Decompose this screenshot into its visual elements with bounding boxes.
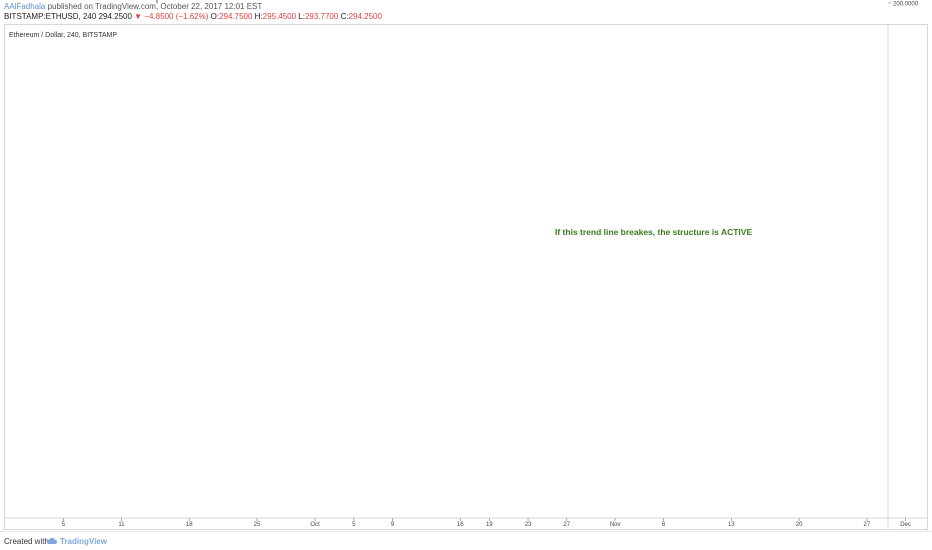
tradingview-cloud-icon [46,537,57,544]
x-tick-label: 9 [391,522,395,528]
low-label: L: [298,12,305,21]
x-tick-label: 5 [62,522,66,528]
down-arrow-icon: ▼ [134,12,143,21]
open-value: 294.7500 [219,12,253,21]
tradingview-brand[interactable]: TradingView [60,537,107,546]
x-tick-label: 5 [352,522,356,528]
high-label: H: [254,12,263,21]
x-tick-label: 20 [796,522,803,528]
open-label: O: [210,12,220,21]
high-value: 295.4500 [262,12,297,21]
x-tick-label: Oct [310,522,320,528]
publish-info: published on TradingView.com, October 22… [47,2,263,11]
footer-bar: Created with TradingView [0,531,932,550]
x-tick-label: 13 [728,522,735,528]
low-value: 293.7700 [304,12,339,21]
x-tick-label: 16 [457,522,464,528]
trend-line-note: If this trend line breakes, the structur… [555,227,752,237]
chart-frame [4,24,928,530]
x-tick-label: 27 [563,522,570,528]
created-with-label: Created with [4,537,49,546]
publish-header: AAlFadhala published on TradingView.com,… [4,2,262,12]
x-tick-label: 6 [662,522,666,528]
last-price: 294.2500 [98,12,132,21]
symbol-header: BITSTAMP:ETHUSD, 240 294.2500 ▼ −4.8500 … [4,12,382,22]
price-change: −4.8500 (−1.62%) [144,12,209,21]
x-tick-label: 23 [525,522,532,528]
chart-title: Ethereum / Dollar, 240, BITSTAMP [9,32,117,39]
x-tick-label: 27 [863,522,870,528]
close-label: C: [340,12,349,21]
symbol-label: BITSTAMP:ETHUSD, 240 [4,12,97,21]
x-tick-label: Nov [610,522,621,528]
x-tick-label: 18 [186,522,193,528]
x-tick-label: Dec [900,522,911,528]
close-value: 294.2500 [348,12,382,21]
x-tick-label: 19 [486,522,493,528]
x-tick-label: 25 [254,522,261,528]
author-link[interactable]: AAlFadhala [4,2,46,11]
y-tick-label: 200.0000 [893,2,919,8]
x-tick-label: 11 [118,522,125,528]
